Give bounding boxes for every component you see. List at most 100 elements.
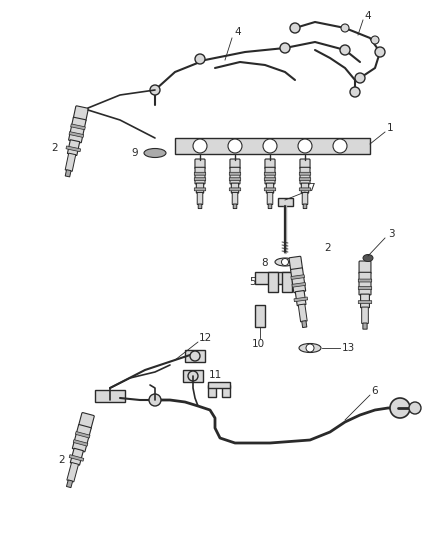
- Text: 2: 2: [325, 243, 331, 253]
- Text: 4: 4: [365, 11, 371, 21]
- Bar: [278, 198, 293, 206]
- Circle shape: [195, 54, 205, 64]
- Text: 6: 6: [372, 386, 378, 396]
- FancyBboxPatch shape: [362, 307, 368, 324]
- Circle shape: [306, 344, 314, 352]
- Bar: [95, 390, 125, 402]
- Text: 8: 8: [261, 258, 268, 268]
- FancyBboxPatch shape: [196, 183, 204, 193]
- FancyBboxPatch shape: [194, 172, 206, 175]
- FancyBboxPatch shape: [291, 274, 304, 279]
- Ellipse shape: [144, 149, 166, 157]
- FancyBboxPatch shape: [300, 167, 310, 184]
- Ellipse shape: [275, 258, 295, 266]
- FancyBboxPatch shape: [65, 169, 71, 177]
- Bar: [208, 385, 216, 397]
- Text: 1: 1: [387, 123, 393, 133]
- FancyBboxPatch shape: [71, 124, 85, 130]
- Bar: [255, 305, 265, 327]
- FancyBboxPatch shape: [360, 294, 369, 308]
- FancyBboxPatch shape: [302, 321, 307, 328]
- Circle shape: [282, 259, 289, 265]
- FancyBboxPatch shape: [73, 440, 88, 446]
- Circle shape: [371, 36, 379, 44]
- FancyBboxPatch shape: [265, 159, 275, 169]
- FancyBboxPatch shape: [291, 268, 306, 293]
- Text: 7: 7: [307, 183, 314, 193]
- FancyBboxPatch shape: [73, 106, 88, 121]
- Text: 5: 5: [249, 277, 255, 287]
- FancyBboxPatch shape: [359, 261, 371, 274]
- FancyBboxPatch shape: [300, 159, 310, 169]
- FancyBboxPatch shape: [302, 192, 308, 205]
- FancyBboxPatch shape: [299, 172, 311, 175]
- Circle shape: [228, 139, 242, 153]
- Bar: [208, 382, 230, 388]
- Bar: [183, 370, 203, 382]
- FancyBboxPatch shape: [72, 424, 91, 452]
- Text: 2: 2: [59, 455, 65, 465]
- FancyBboxPatch shape: [289, 256, 303, 271]
- FancyBboxPatch shape: [197, 192, 203, 205]
- FancyBboxPatch shape: [264, 177, 276, 181]
- Text: 13: 13: [341, 343, 355, 353]
- FancyBboxPatch shape: [264, 172, 276, 175]
- Bar: [175, 138, 370, 154]
- FancyBboxPatch shape: [295, 290, 306, 305]
- Circle shape: [290, 23, 300, 33]
- Ellipse shape: [363, 254, 373, 262]
- Bar: [255, 272, 300, 284]
- FancyBboxPatch shape: [266, 183, 274, 193]
- FancyBboxPatch shape: [233, 204, 237, 208]
- Text: 10: 10: [251, 339, 265, 349]
- FancyBboxPatch shape: [71, 448, 83, 465]
- FancyBboxPatch shape: [230, 188, 241, 191]
- Circle shape: [409, 402, 421, 414]
- Bar: [268, 272, 278, 292]
- Circle shape: [149, 394, 161, 406]
- Circle shape: [390, 398, 410, 418]
- Circle shape: [333, 139, 347, 153]
- FancyBboxPatch shape: [363, 323, 367, 329]
- FancyBboxPatch shape: [75, 432, 90, 438]
- FancyBboxPatch shape: [299, 177, 311, 181]
- Circle shape: [375, 47, 385, 57]
- Circle shape: [350, 87, 360, 97]
- Circle shape: [298, 139, 312, 153]
- FancyBboxPatch shape: [264, 188, 276, 191]
- FancyBboxPatch shape: [195, 159, 205, 169]
- FancyBboxPatch shape: [298, 304, 307, 322]
- FancyBboxPatch shape: [194, 177, 206, 181]
- Circle shape: [263, 139, 277, 153]
- FancyBboxPatch shape: [358, 279, 372, 282]
- FancyBboxPatch shape: [230, 167, 240, 184]
- FancyBboxPatch shape: [267, 192, 273, 205]
- FancyBboxPatch shape: [303, 204, 307, 208]
- FancyBboxPatch shape: [230, 177, 241, 181]
- FancyBboxPatch shape: [268, 204, 272, 208]
- FancyBboxPatch shape: [265, 167, 275, 184]
- FancyBboxPatch shape: [65, 153, 76, 171]
- Text: 3: 3: [388, 229, 394, 239]
- FancyBboxPatch shape: [299, 188, 311, 191]
- Circle shape: [190, 351, 200, 361]
- FancyBboxPatch shape: [198, 204, 202, 208]
- FancyBboxPatch shape: [195, 167, 205, 184]
- Circle shape: [280, 43, 290, 53]
- FancyBboxPatch shape: [69, 132, 84, 138]
- FancyBboxPatch shape: [79, 413, 94, 429]
- Circle shape: [188, 371, 198, 381]
- FancyBboxPatch shape: [67, 463, 78, 482]
- FancyBboxPatch shape: [230, 159, 240, 169]
- Text: 4: 4: [235, 27, 241, 37]
- FancyBboxPatch shape: [358, 287, 372, 289]
- FancyBboxPatch shape: [194, 188, 206, 191]
- FancyBboxPatch shape: [359, 272, 371, 295]
- Bar: [282, 272, 292, 292]
- Circle shape: [150, 85, 160, 95]
- FancyBboxPatch shape: [67, 140, 80, 156]
- Circle shape: [341, 24, 349, 32]
- Text: 12: 12: [198, 333, 212, 343]
- FancyBboxPatch shape: [67, 480, 73, 488]
- Text: 9: 9: [132, 148, 138, 158]
